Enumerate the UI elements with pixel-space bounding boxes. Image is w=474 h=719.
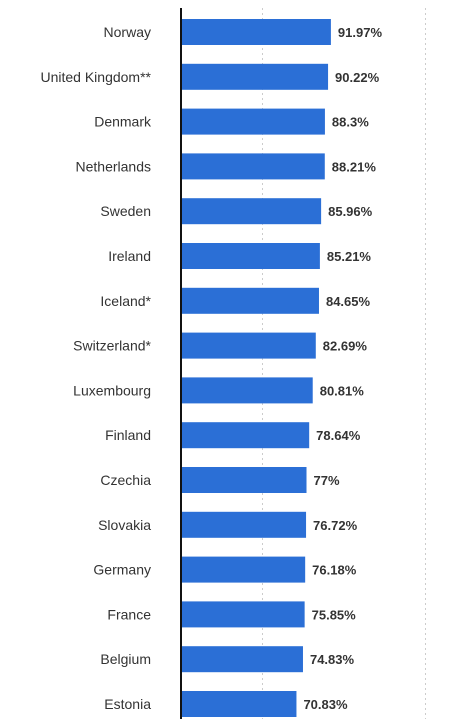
category-label: Switzerland* xyxy=(73,338,151,354)
bar[interactable] xyxy=(181,691,297,717)
category-label: Norway xyxy=(104,24,151,40)
category-label: Luxembourg xyxy=(73,382,151,398)
value-label: 70.83% xyxy=(303,697,348,712)
category-label: Slovakia xyxy=(98,517,151,533)
category-label: Germany xyxy=(93,562,151,578)
category-label: Iceland* xyxy=(100,293,151,309)
bar[interactable] xyxy=(181,601,305,628)
value-label: 76.18% xyxy=(312,563,357,578)
category-label: Ireland xyxy=(108,248,151,264)
category-label: Belgium xyxy=(100,651,151,667)
category-label: Czechia xyxy=(100,472,151,488)
value-label: 84.65% xyxy=(326,294,371,309)
category-labels: Norway United Kingdom** Denmark Netherlands… xyxy=(40,24,152,712)
category-label: Finland xyxy=(105,427,151,443)
category-label: France xyxy=(107,606,151,622)
bar[interactable] xyxy=(181,243,320,269)
grid-lines xyxy=(262,8,426,719)
category-label: Netherlands xyxy=(76,158,152,174)
bar[interactable] xyxy=(181,377,313,404)
value-label: 80.81% xyxy=(320,383,365,398)
bar[interactable] xyxy=(181,467,307,493)
value-label: 90.22% xyxy=(335,70,380,85)
bar[interactable] xyxy=(181,511,307,538)
value-label: 75.85% xyxy=(312,607,357,622)
category-label: Denmark xyxy=(94,114,152,130)
category-label: United Kingdom** xyxy=(40,69,151,85)
bar[interactable] xyxy=(181,153,325,180)
value-label: 74.83% xyxy=(310,652,355,667)
bar[interactable] xyxy=(181,556,306,583)
category-label: Sweden xyxy=(100,203,151,219)
bars xyxy=(181,19,331,717)
bar[interactable] xyxy=(181,287,319,314)
value-label: 88.3% xyxy=(332,115,369,130)
bar[interactable] xyxy=(181,332,316,359)
bar[interactable] xyxy=(181,19,331,45)
bar[interactable] xyxy=(181,422,310,449)
value-labels: 91.97% 90.22% 88.3% 88.21% 85.96% 85.21% 84.65… xyxy=(303,25,382,712)
value-label: 82.69% xyxy=(323,339,368,354)
value-label: 85.96% xyxy=(328,204,373,219)
value-label: 78.64% xyxy=(316,428,361,443)
value-label: 76.72% xyxy=(313,518,358,533)
bar[interactable] xyxy=(181,198,322,225)
bar[interactable] xyxy=(181,108,325,135)
bar[interactable] xyxy=(181,646,303,673)
value-label: 85.21% xyxy=(327,249,372,264)
category-label: Estonia xyxy=(104,696,151,712)
bar[interactable] xyxy=(181,63,329,90)
value-label: 91.97% xyxy=(338,25,383,40)
value-label: 88.21% xyxy=(332,159,377,174)
value-label: 77% xyxy=(314,473,340,488)
